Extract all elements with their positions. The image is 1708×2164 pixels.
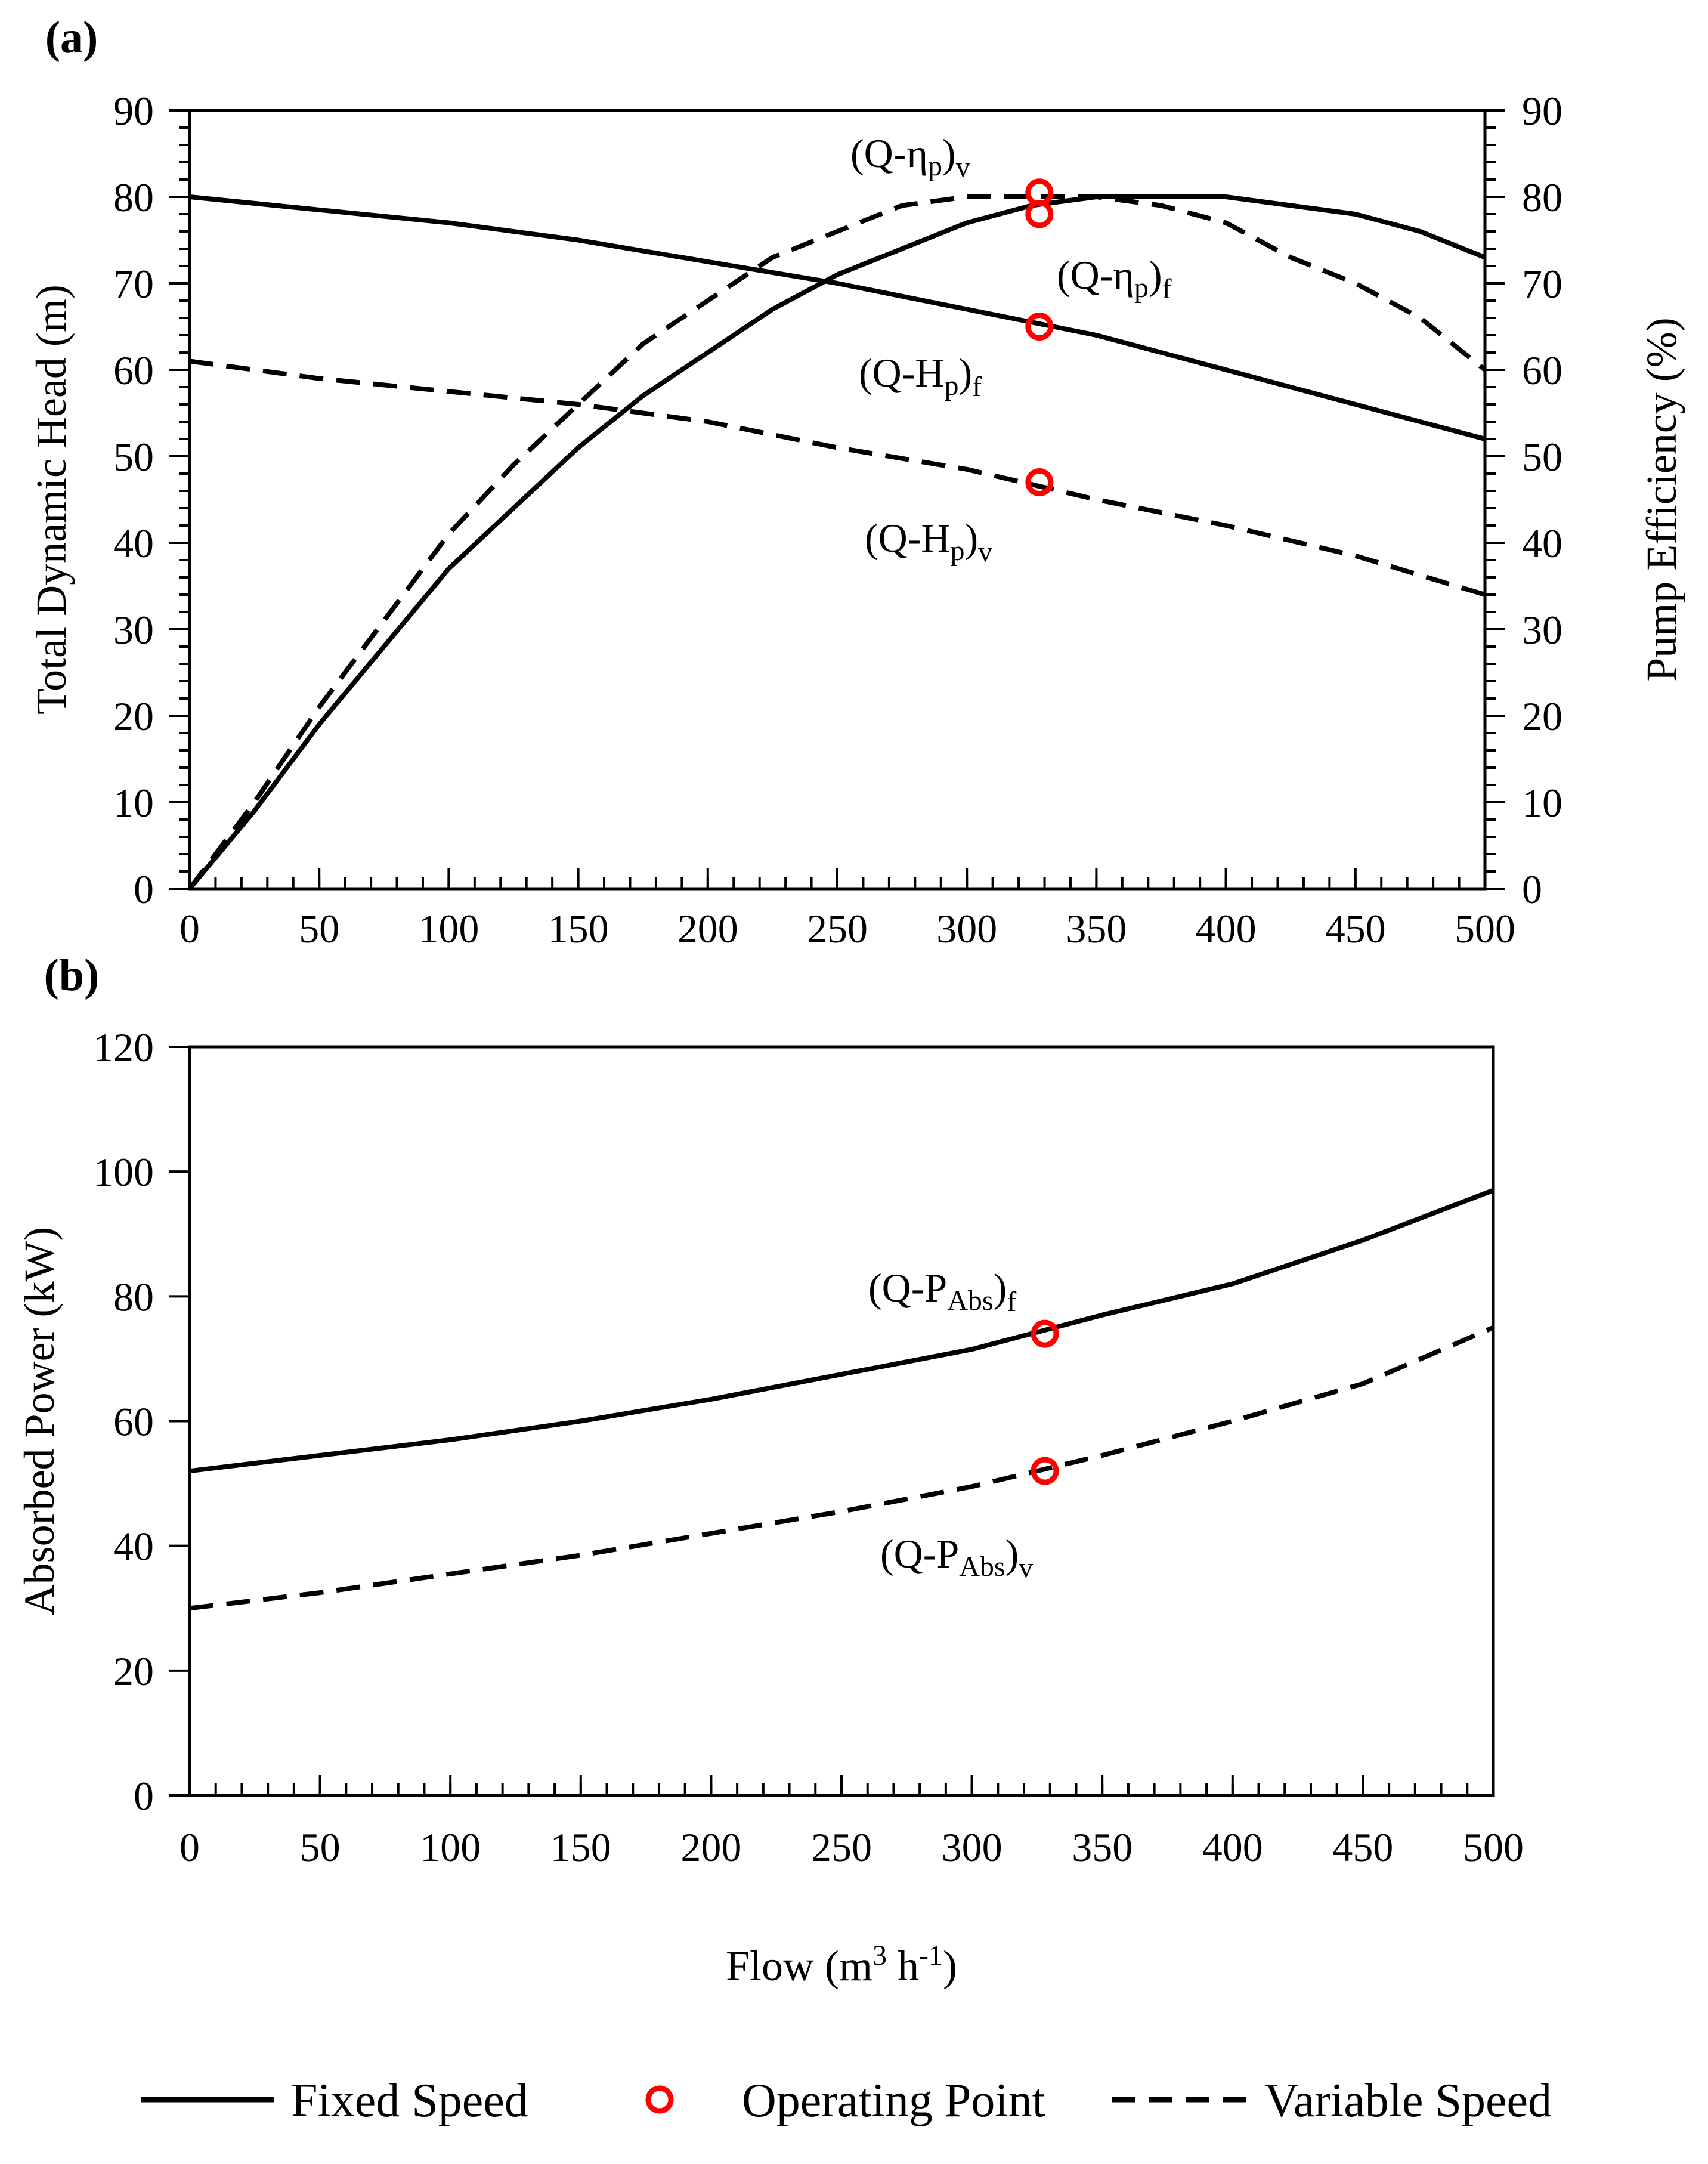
panel-label-b: (b): [44, 950, 100, 1000]
y2-tick-label-a: 90: [1522, 88, 1562, 134]
plot-frame-a: [188, 109, 1487, 891]
operating-point-b-0: [1031, 1319, 1059, 1348]
series-line-a-0: [189, 194, 1486, 441]
x-tick-label-a: 350: [1066, 906, 1127, 951]
x-tick-label-a: 200: [677, 906, 738, 951]
x-tick-label-a: 500: [1455, 906, 1515, 951]
x-tick-label-a: 50: [299, 906, 339, 951]
y2-tick-label-a: 10: [1522, 780, 1562, 826]
y-tick-label-b: 60: [113, 1399, 154, 1445]
y-tick-label-a: 90: [113, 88, 154, 134]
x-tick-label-a: 450: [1325, 906, 1386, 951]
y-tick-label-a: 0: [134, 867, 154, 912]
y-tick-label-a: 70: [113, 261, 154, 307]
y-tick-label-b: 120: [93, 1025, 154, 1070]
series-line-b-1: [189, 1325, 1494, 1611]
x-tick-label-a: 150: [548, 906, 609, 951]
y-tick-label-b: 80: [113, 1274, 154, 1319]
x-tick-label-b: 50: [300, 1825, 341, 1870]
y-tick-label-a: 30: [113, 607, 154, 653]
series-line-b-0: [189, 1188, 1494, 1474]
label-q-hp-f: (Q-Hp)f: [859, 350, 982, 403]
y2-tick-label-a: 80: [1522, 175, 1562, 220]
x-tick-label-a: 400: [1196, 906, 1257, 951]
operating-point-b-1: [1031, 1457, 1059, 1485]
legend-operating-swatch: [645, 2085, 674, 2114]
legend-variable-label: Variable Speed: [1264, 2075, 1552, 2127]
series-line-a-2: [187, 194, 1486, 891]
x-axis-title-b: Flow (m3 h-1): [726, 1940, 957, 1990]
legend-operating-label: Operating Point: [742, 2075, 1045, 2127]
label-q-pabs-f: (Q-PAbs)f: [868, 1265, 1016, 1318]
x-tick-label-b: 0: [180, 1825, 200, 1870]
label-q-pabs-v: (Q-PAbs)v: [880, 1531, 1033, 1584]
x-tick-label-b: 100: [420, 1825, 481, 1870]
operating-point-a-1: [1025, 468, 1054, 496]
operating-point-a-0: [1025, 313, 1054, 341]
y-tick-label-b: 20: [113, 1649, 154, 1694]
y2-axis-title-a: Pump Efficiency (%): [1638, 317, 1685, 682]
x-tick-label-b: 300: [942, 1825, 1002, 1870]
legend-fixed-label: Fixed Speed: [291, 2075, 528, 2127]
plot-frame-b: [188, 1045, 1495, 1797]
x-tick-label-b: 400: [1202, 1825, 1263, 1870]
panel-label-a: (a): [45, 13, 98, 63]
series-line-a-1: [189, 358, 1486, 597]
x-tick-label-b: 350: [1072, 1825, 1133, 1870]
y-tick-label-a: 40: [113, 521, 154, 566]
panel-a: (a)0 50 100 150 200 250 300 350 400 450 5000102030…: [27, 13, 1685, 951]
y2-tick-label-a: 30: [1522, 607, 1562, 653]
y2-tick-label-a: 70: [1522, 261, 1562, 307]
y-tick-label-a: 10: [113, 780, 154, 826]
y-tick-label-a: 50: [113, 434, 154, 480]
y2-tick-label-a: 40: [1522, 521, 1562, 566]
x-tick-label-b: 200: [680, 1825, 741, 1870]
y-tick-label-b: 40: [113, 1524, 154, 1569]
x-tick-label-b: 500: [1463, 1825, 1524, 1870]
panel-b: (b) 0 50 100 150 200 250 300 350 400 450 500 0 20 40 60…: [16, 950, 1524, 1990]
y-axis-title-a: Total Dynamic Head (m): [27, 285, 75, 715]
operating-point-a-3: [1025, 178, 1054, 207]
y2-tick-label-a: 0: [1522, 867, 1542, 912]
legend: Fixed Speed Operating Point Variable Speed: [141, 2075, 1552, 2127]
y-tick-label-a: 60: [113, 348, 154, 393]
x-tick-label-a: 100: [418, 906, 479, 951]
y2-tick-label-a: 20: [1522, 694, 1562, 739]
x-tick-label-a: 0: [180, 906, 200, 951]
y-axis-title-b: Absorbed Power (kW): [16, 1227, 63, 1616]
series-line-a-3: [187, 194, 1487, 891]
x-tick-label-a: 250: [807, 906, 868, 951]
y2-tick-label-a: 50: [1522, 434, 1562, 480]
y-tick-label-b: 0: [134, 1773, 154, 1819]
x-tick-label-a: 300: [936, 906, 997, 951]
y-tick-label-b: 100: [93, 1149, 154, 1195]
x-tick-label-b: 450: [1332, 1825, 1393, 1870]
label-q-eta-f: (Q-ηp)f: [1057, 252, 1172, 305]
y-tick-label-a: 80: [113, 175, 154, 220]
x-tick-label-b: 250: [811, 1825, 872, 1870]
label-q-eta-v: (Q-ηp)v: [850, 131, 970, 183]
label-q-hp-v: (Q-Hp)v: [865, 515, 992, 568]
y2-tick-label-a: 60: [1522, 348, 1562, 393]
x-tick-label-b: 150: [550, 1825, 611, 1870]
y-tick-label-a: 20: [113, 694, 154, 739]
